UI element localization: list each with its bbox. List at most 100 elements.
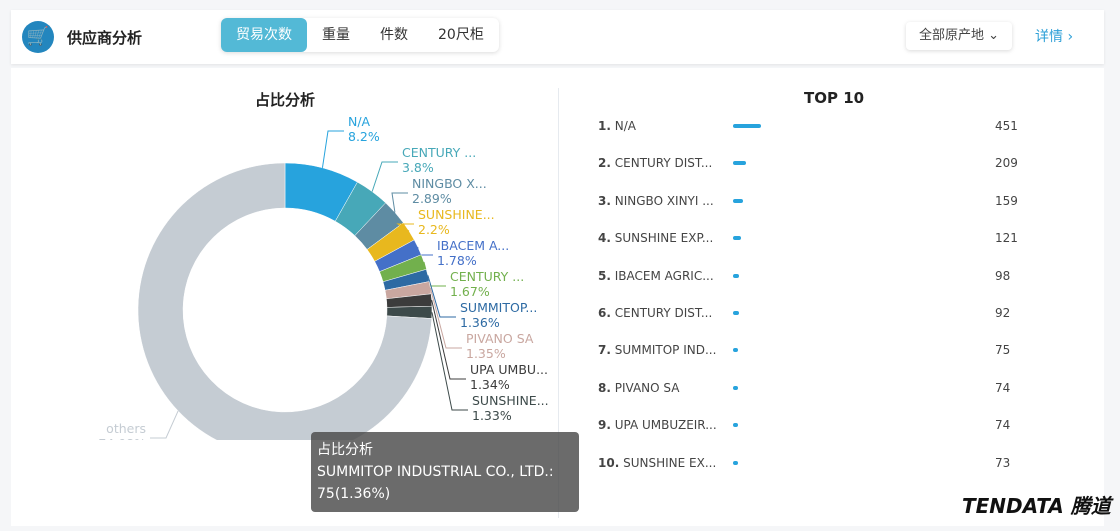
slice-10[interactable] [137,162,433,440]
value-bar [733,273,740,278]
tooltip-title: 占比分析 [317,442,373,458]
slice-label: SUNSHINE... [418,207,495,222]
top10-row: 9. UPA UMBUZEIR... 74 [598,418,1038,434]
rank: 8. [598,380,611,395]
supplier-name: CENTURY DIST... [614,156,713,171]
slice-percent: 74.08% [98,436,146,440]
slice-percent: 2.2% [418,222,450,237]
rank: 2. [598,156,611,171]
label-line-0 [321,130,344,168]
label-line-1 [371,161,398,192]
page-title: 供应商分析 [67,29,143,47]
origin-select[interactable]: 全部原产地 ⌄ [906,22,1012,50]
pie-title: 占比分析 [255,91,316,109]
top10-row: 7. SUMMITOP IND... 75 [598,343,1038,359]
label-line-2 [391,192,408,213]
slice-label: SUMMITOP... [460,300,537,315]
slice-percent: 1.34% [470,377,510,392]
donut-chart: N/A8.2%CENTURY ...3.8%NINGBO X...2.89%SU… [98,114,549,440]
value: 451 [995,119,1018,133]
rank: 1. [598,119,611,133]
rank: 5. [598,268,611,283]
value: 74 [995,418,1011,433]
value-bar [733,161,746,166]
top10-row: 2. CENTURY DIST... 209 [598,156,1038,172]
value-bar [733,124,761,128]
value: 98 [995,268,1011,283]
tooltip-line2: 75(1.36%) [317,486,391,502]
supplier-name: UPA UMBUZEIR... [614,418,717,433]
value: 209 [995,156,1018,171]
supplier-name: SUMMITOP IND... [614,343,717,358]
value: 121 [995,231,1018,246]
label-line-3 [396,223,414,232]
rank: 6. [598,306,611,320]
supplier-name: N/A [614,119,636,133]
tab-2[interactable]: 件数 [380,27,408,43]
value-bar [733,348,738,353]
label-line-8 [431,299,466,380]
slice-percent: 1.67% [450,284,490,299]
slice-label: N/A [348,114,371,129]
slice-label: others [106,421,146,436]
value-bar [733,423,738,428]
slice-label: PIVANO SA [466,331,534,346]
brand-logo: TENDATA 腾道 [962,494,1111,518]
top10-row: 5. IBACEM AGRIC... 98 [598,269,1038,285]
top10-title: TOP 10 [804,89,865,107]
tab-1[interactable]: 重量 [322,27,350,43]
slice-percent: 8.2% [348,129,380,144]
shopping-cart-icon: 🛒 [22,21,54,53]
value-bar [733,311,739,315]
supplier-name: CENTURY DIST... [614,306,713,320]
label-line-7 [429,287,462,349]
tab-0[interactable]: 贸易次数 [221,18,307,52]
tab-3[interactable]: 20尺柜 [438,27,484,43]
top10-row: 8. PIVANO SA 74 [598,381,1038,397]
slice-percent: 1.35% [466,346,506,361]
label-line-6 [427,275,456,318]
slice-percent: 2.89% [412,191,452,206]
slice-label: NINGBO X... [412,176,487,191]
top10-row: 10. SUNSHINE EX... 73 [598,456,1038,472]
value: 92 [995,306,1011,320]
value-bar [733,236,741,241]
rank: 4. [598,231,611,246]
tooltip: 占比分析 SUMMITOP INDUSTRIAL CO., LTD.: 75(1… [311,432,579,512]
supplier-name: IBACEM AGRIC... [614,268,714,283]
supplier-name: PIVANO SA [614,380,680,395]
origin-select-label: 全部原产地 [918,28,984,43]
top10-row: 1. N/A 451 [598,119,1038,135]
label-line-4 [416,247,433,256]
slice-percent: 1.36% [460,315,500,330]
divider [558,88,559,518]
supplier-name: SUNSHINE EXP... [614,231,714,246]
rank: 9. [598,418,611,433]
slice-percent: 1.78% [437,253,477,268]
slice-percent: 3.8% [402,160,434,175]
metric-tabs: 贸易次数 重量 件数 20尺柜 [221,18,499,52]
top10-row: 4. SUNSHINE EXP... 121 [598,231,1038,247]
top10-row: 6. CENTURY DIST... 92 [598,306,1038,322]
details-link[interactable]: 详情 › [1035,29,1074,45]
value: 159 [995,193,1018,208]
top10-row: 3. NINGBO XINYI ... 159 [598,194,1038,210]
slice-label: CENTURY ... [450,269,524,284]
label-line-9 [431,312,468,411]
slice-percent: 1.33% [472,408,512,423]
rank: 10. [598,455,620,470]
value-bar [733,385,738,390]
value: 75 [995,343,1011,358]
slice-label: UPA UMBU... [470,362,548,377]
slice-label: IBACEM A... [437,238,509,253]
slice-label: CENTURY ... [402,145,476,160]
rank: 3. [598,193,611,208]
value-bar [733,198,743,203]
rank: 7. [598,343,611,358]
supplier-name: NINGBO XINYI ... [614,193,714,208]
header: 🛒 供应商分析 贸易次数 重量 件数 20尺柜 全部原产地 ⌄ 详情 › [11,10,1104,64]
chevron-down-icon: ⌄ [988,28,1000,43]
slice-label: SUNSHINE... [472,393,549,408]
supplier-name: SUNSHINE EX... [623,455,717,470]
value: 74 [995,380,1011,395]
